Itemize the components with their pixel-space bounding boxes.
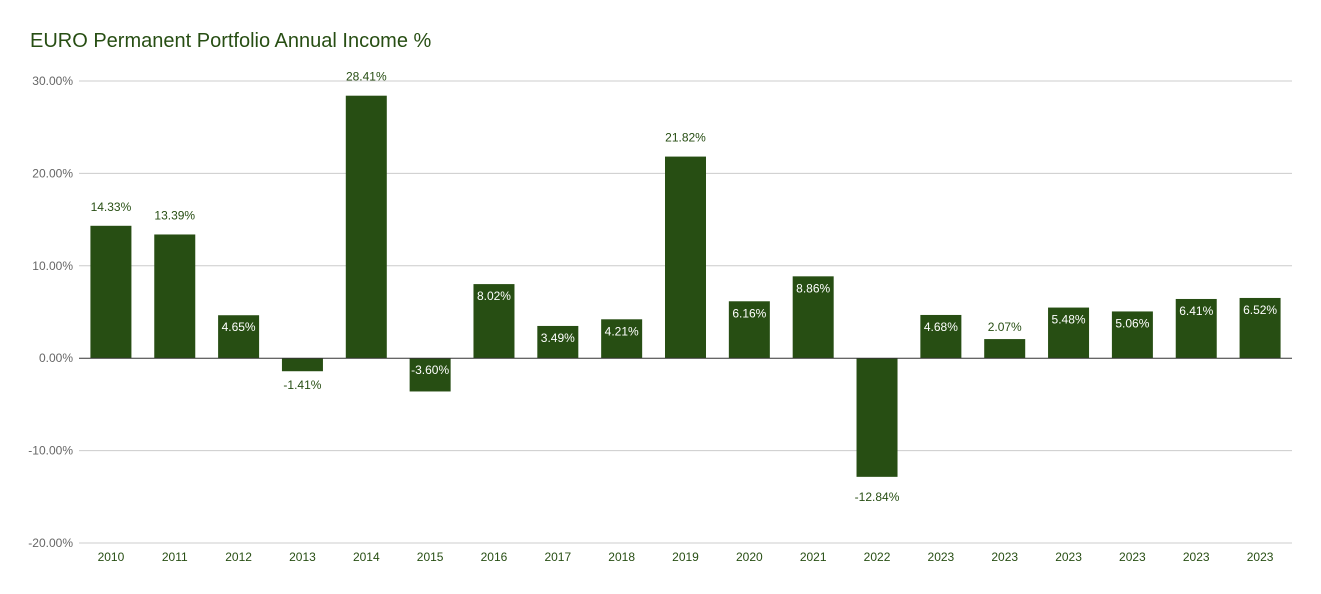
bar[interactable] [345, 95, 387, 359]
bar[interactable] [920, 314, 962, 359]
data-label: 2.07% [988, 320, 1022, 334]
x-tick-label: 2022 [864, 550, 891, 564]
x-tick-label: 2019 [672, 550, 699, 564]
data-label: 8.02% [477, 289, 511, 303]
bar[interactable] [409, 358, 451, 392]
x-tick-label: 2016 [481, 550, 508, 564]
data-label: 21.82% [665, 131, 706, 145]
bar[interactable] [601, 319, 643, 359]
x-tick-label: 2014 [353, 550, 380, 564]
x-tick-label: 2017 [544, 550, 571, 564]
bar[interactable] [90, 225, 132, 359]
data-label: 28.41% [346, 70, 387, 84]
data-label: 5.48% [1052, 313, 1086, 327]
data-label: 4.21% [605, 324, 639, 338]
bar[interactable] [218, 315, 260, 359]
x-tick-label: 2023 [1183, 550, 1210, 564]
data-label: 3.49% [541, 331, 575, 345]
x-tick-label: 2015 [417, 550, 444, 564]
x-tick-label: 2018 [608, 550, 635, 564]
x-tick-label: 2023 [1247, 550, 1274, 564]
bar[interactable] [984, 339, 1026, 359]
data-label: 8.86% [796, 281, 830, 295]
bar[interactable] [537, 325, 579, 359]
bar[interactable] [665, 156, 706, 359]
chart-title: EURO Permanent Portfolio Annual Income % [30, 30, 432, 52]
data-label: 5.06% [1115, 316, 1149, 330]
data-label: -1.41% [283, 378, 321, 392]
x-tick-label: 2011 [162, 550, 188, 564]
x-tick-label: 2010 [98, 550, 125, 564]
bar[interactable] [728, 301, 770, 359]
bar[interactable] [792, 276, 834, 359]
bar[interactable] [1048, 307, 1090, 359]
y-tick-label: -10.00% [28, 444, 73, 458]
data-label: 14.33% [91, 200, 132, 214]
x-tick-label: 2021 [800, 550, 827, 564]
bar[interactable] [1175, 298, 1217, 359]
x-tick-label: 2012 [225, 550, 252, 564]
x-tick-label: 2013 [289, 550, 316, 564]
data-label: 4.68% [924, 320, 958, 334]
data-label: 6.16% [732, 306, 766, 320]
y-tick-label: -20.00% [28, 536, 73, 550]
x-tick-label: 2023 [991, 550, 1018, 564]
bar[interactable] [856, 358, 898, 477]
bar[interactable] [1111, 311, 1153, 359]
y-tick-label: 0.00% [39, 351, 73, 365]
x-tick-label: 2023 [1055, 550, 1082, 564]
bar[interactable] [281, 358, 323, 372]
y-tick-label: 10.00% [32, 259, 73, 273]
x-tick-label: 2023 [928, 550, 955, 564]
data-label: -3.60% [411, 363, 449, 377]
data-label: 6.52% [1243, 303, 1277, 317]
data-label: -12.84% [855, 490, 900, 504]
data-label: 13.39% [154, 208, 195, 222]
x-tick-label: 2023 [1119, 550, 1146, 564]
bar[interactable] [154, 234, 196, 359]
bar[interactable] [1239, 297, 1281, 359]
bar[interactable] [473, 284, 515, 359]
data-label: 6.41% [1179, 304, 1213, 318]
y-tick-label: 20.00% [32, 166, 73, 180]
x-tick-label: 2020 [736, 550, 763, 564]
y-tick-label: 30.00% [32, 74, 73, 88]
data-label: 4.65% [222, 320, 256, 334]
